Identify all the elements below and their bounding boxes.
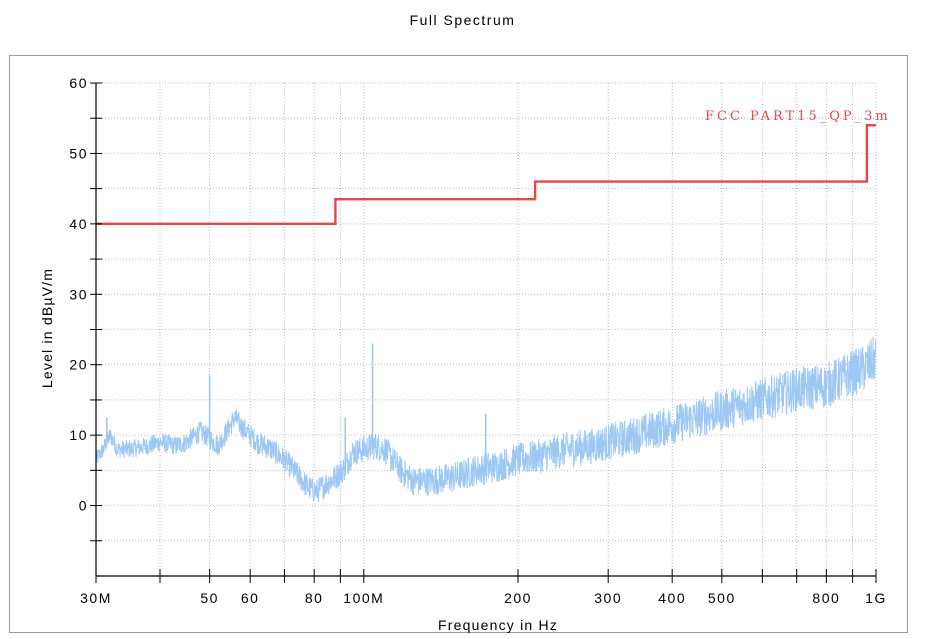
limit-series-label: FCC PART15_QP_3m: [705, 109, 891, 124]
x-tick-label: 300: [594, 590, 622, 606]
axes: [90, 82, 877, 583]
x-tick-label: 80: [305, 590, 324, 606]
y-axis-label: Level in dBµV/m: [39, 268, 55, 388]
x-tick-label: 30M: [80, 590, 112, 606]
chart-title: Full Spectrum: [409, 12, 516, 28]
x-tick-label: 1G: [865, 590, 887, 606]
x-tick-label: 400: [658, 590, 686, 606]
grid-lines: [95, 82, 877, 576]
measurement-trace: [95, 336, 877, 503]
y-tick-label: 30: [69, 286, 88, 302]
x-tick-label: 100M: [343, 590, 384, 606]
tick-labels: 0 10 20 30 40 50 60 30M 50 60 80 100M 200 300 400 500 80…: [69, 75, 887, 606]
x-tick-label: 800: [812, 590, 840, 606]
chart-frame: [9, 55, 908, 633]
y-tick-label: 50: [69, 145, 88, 161]
x-tick-label: 200: [504, 590, 532, 606]
y-tick-label: 40: [69, 216, 88, 232]
x-tick-label: 500: [708, 590, 736, 606]
limit-line: [96, 124, 876, 226]
x-axis-label: Frequency in Hz: [438, 617, 558, 633]
x-tick-label: 50: [200, 590, 219, 606]
y-tick-label: 10: [69, 427, 88, 443]
x-tick-label: 60: [241, 590, 260, 606]
y-tick-label: 0: [79, 498, 88, 514]
y-tick-label: 60: [69, 75, 88, 91]
y-tick-label: 20: [69, 357, 88, 373]
limit-step-line: [96, 124, 876, 226]
